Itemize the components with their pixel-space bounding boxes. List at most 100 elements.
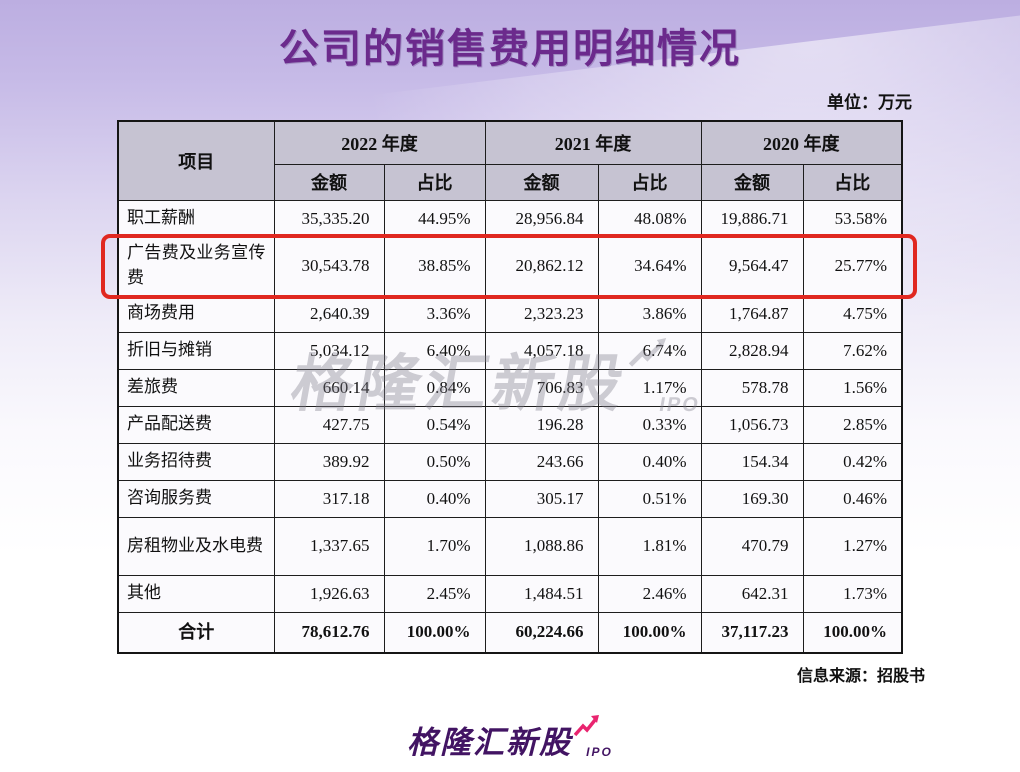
amount-cell: 317.18 [273,479,385,518]
pct-cell: 0.50% [383,442,486,481]
amount-cell: 5,034.12 [273,331,385,370]
logo-text: 格隆汇新股 [407,724,573,760]
pct-cell: 0.33% [597,405,702,444]
pct-cell: 6.74% [597,331,702,370]
pct-cell: 3.36% [383,294,486,333]
pct-cell: 2.85% [802,405,903,444]
item-cell: 业务招待费 [117,442,275,481]
pct-cell: 0.84% [383,368,486,407]
gelonghui-logo: 格隆汇新股 IPO [0,712,1020,760]
amount-cell: 2,828.94 [700,331,804,370]
amount-cell: 578.78 [700,368,804,407]
table-row: 咨询服务费 317.18 0.40% 305.17 0.51% 169.30 0.46% [117,479,903,518]
header-item: 项目 [117,120,275,201]
amount-cell: 427.75 [273,405,385,444]
amount-cell: 470.79 [700,516,804,576]
table-row: 产品配送费 427.75 0.54% 196.28 0.33% 1,056.73 2.85% [117,405,903,444]
table-body: 职工薪酬 35,335.20 44.95% 28,956.84 48.08% 19,886… [117,199,903,654]
pct-cell: 0.40% [383,479,486,518]
source-note: 信息来源：招股书 [796,668,925,685]
pct-cell: 2.45% [383,574,486,613]
amount-cell: 1,337.65 [273,516,385,576]
pct-cell: 1.17% [597,368,702,407]
amount-cell: 37,117.23 [700,611,804,654]
pct-cell: 7.62% [802,331,903,370]
amount-cell: 706.83 [484,368,599,407]
amount-cell: 1,088.86 [484,516,599,576]
logo-arrow-icon [573,715,600,742]
amount-cell: 196.28 [484,405,599,444]
pct-cell: 44.95% [383,199,486,238]
amount-cell: 19,886.71 [700,199,804,238]
pct-cell: 3.86% [597,294,702,333]
amount-cell: 2,640.39 [273,294,385,333]
amount-cell: 28,956.84 [484,199,599,238]
table-row: 房租物业及水电费 1,337.65 1.70% 1,088.86 1.81% 470.79… [117,516,903,576]
item-cell: 咨询服务费 [117,479,275,518]
amount-cell: 4,057.18 [484,331,599,370]
item-cell: 差旅费 [117,368,275,407]
pct-cell: 2.46% [597,574,702,613]
header-year-2020: 2020 年度 [700,120,903,165]
header-pct-2021: 占比 [597,163,702,201]
logo-ipo-label: IPO [586,745,613,759]
amount-cell: 78,612.76 [273,611,385,654]
pct-cell: 0.54% [383,405,486,444]
amount-cell: 60,224.66 [484,611,599,654]
amount-cell: 642.31 [700,574,804,613]
unit-note: 单位：万元 [827,93,912,112]
item-cell: 房租物业及水电费 [117,516,275,576]
pct-cell: 100.00% [802,611,903,654]
amount-cell: 1,926.63 [273,574,385,613]
header-amount-2020: 金额 [700,163,804,201]
item-cell: 合计 [117,611,275,654]
table-header: 项目 2022 年度 2021 年度 2020 年度 金额 占比 金额 占比 金… [117,120,903,201]
amount-cell: 1,484.51 [484,574,599,613]
pct-cell: 1.27% [802,516,903,576]
pct-cell: 0.51% [597,479,702,518]
pct-cell: 1.73% [802,574,903,613]
pct-cell: 48.08% [597,199,702,238]
pct-cell: 100.00% [597,611,702,654]
header-amount-2022: 金额 [273,163,385,201]
pct-cell: 1.81% [597,516,702,576]
pct-cell: 100.00% [383,611,486,654]
expense-table: 项目 2022 年度 2021 年度 2020 年度 金额 占比 金额 占比 金… [117,120,903,654]
item-cell: 其他 [117,574,275,613]
table-row: 职工薪酬 35,335.20 44.95% 28,956.84 48.08% 19,886… [117,199,903,238]
amount-cell: 154.34 [700,442,804,481]
table-row: 广告费及业务宣传费 30,543.78 38.85% 20,862.12 34.64% 9… [117,236,903,296]
header-year-2021: 2021 年度 [484,120,702,165]
table-row: 其他 1,926.63 2.45% 1,484.51 2.46% 642.31 1.73% [117,574,903,613]
pct-cell: 6.40% [383,331,486,370]
expense-table-wrap: 项目 2022 年度 2021 年度 2020 年度 金额 占比 金额 占比 金… [117,120,903,654]
header-amount-2021: 金额 [484,163,599,201]
item-cell: 广告费及业务宣传费 [117,236,275,296]
pct-cell: 25.77% [802,236,903,296]
amount-cell: 660.14 [273,368,385,407]
table-row: 商场费用 2,640.39 3.36% 2,323.23 3.86% 1,764.87 4.… [117,294,903,333]
amount-cell: 35,335.20 [273,199,385,238]
header-pct-2020: 占比 [802,163,903,201]
pct-cell: 1.70% [383,516,486,576]
amount-cell: 169.30 [700,479,804,518]
table-row: 折旧与摊销 5,034.12 6.40% 4,057.18 6.74% 2,828.94 7… [117,331,903,370]
pct-cell: 0.46% [802,479,903,518]
item-cell: 商场费用 [117,294,275,333]
item-cell: 职工薪酬 [117,199,275,238]
header-year-2022: 2022 年度 [273,120,486,165]
pct-cell: 1.56% [802,368,903,407]
table-row: 业务招待费 389.92 0.50% 243.66 0.40% 154.34 0.42% [117,442,903,481]
amount-cell: 20,862.12 [484,236,599,296]
amount-cell: 1,764.87 [700,294,804,333]
pct-cell: 4.75% [802,294,903,333]
amount-cell: 305.17 [484,479,599,518]
header-pct-2022: 占比 [383,163,486,201]
pct-cell: 38.85% [383,236,486,296]
item-cell: 折旧与摊销 [117,331,275,370]
item-cell: 产品配送费 [117,405,275,444]
amount-cell: 9,564.47 [700,236,804,296]
amount-cell: 243.66 [484,442,599,481]
amount-cell: 1,056.73 [700,405,804,444]
